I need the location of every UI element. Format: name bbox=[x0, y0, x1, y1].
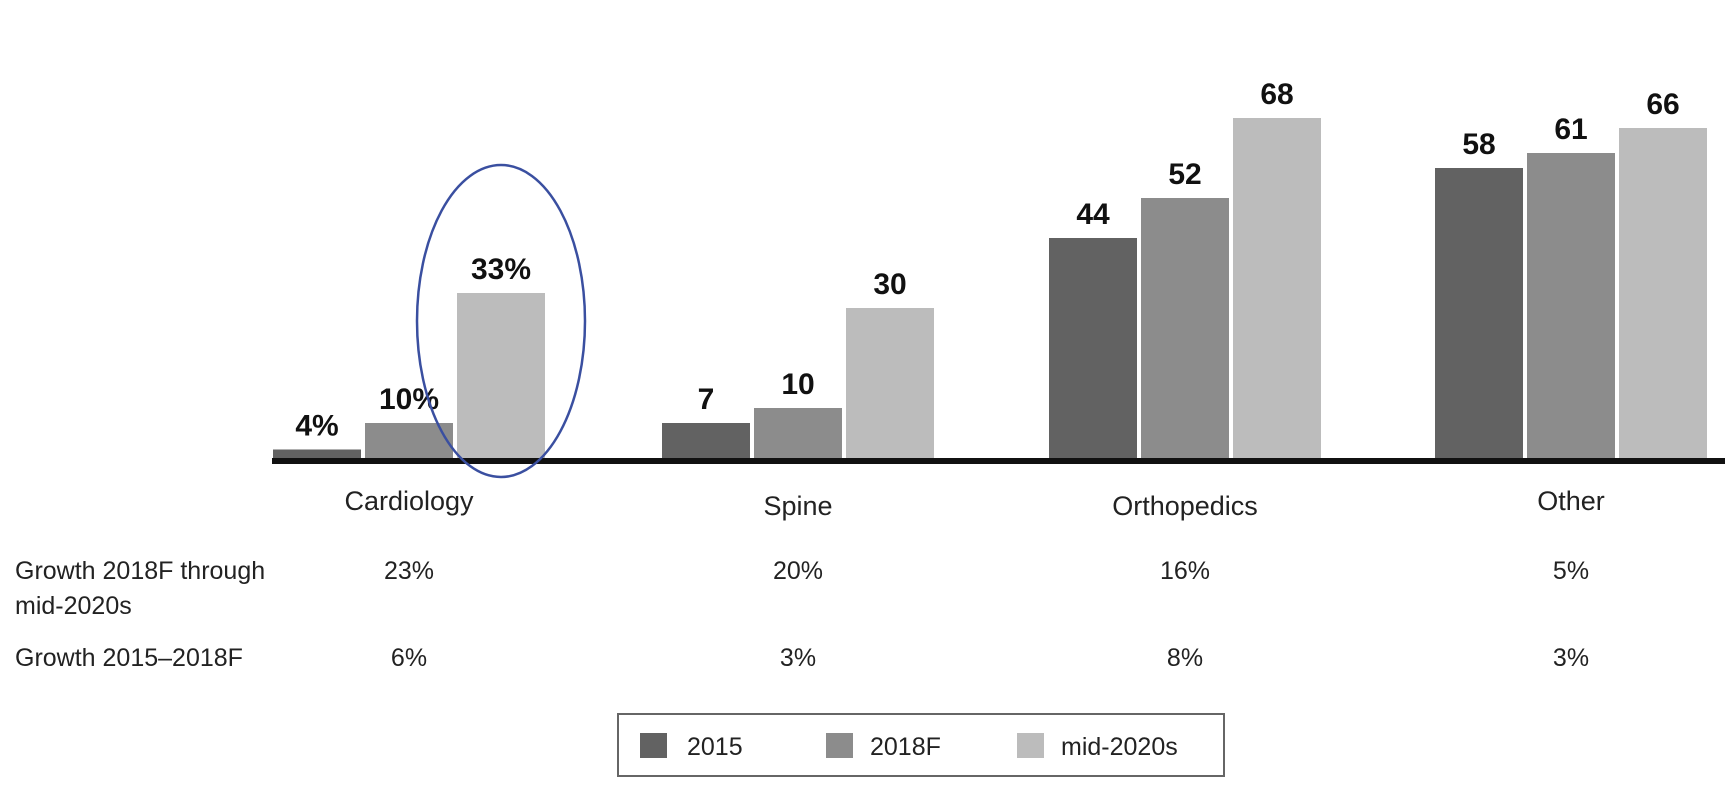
bar-spine-2018f bbox=[754, 408, 842, 458]
bar-spine-mid-2020s bbox=[846, 308, 934, 458]
legend-label-2018f: 2018F bbox=[870, 733, 941, 761]
bar-other-2015 bbox=[1435, 168, 1523, 458]
bars-layer bbox=[273, 118, 1707, 458]
growth-row-1-value-cardiology: 23% bbox=[384, 557, 434, 585]
growth-row-2-value-orthopedics: 8% bbox=[1167, 644, 1203, 672]
category-label-spine: Spine bbox=[763, 491, 832, 521]
growth-row-2-value-other: 3% bbox=[1553, 644, 1589, 672]
value-labels-layer: 4% 10% 33% 7 10 30 44 52 68 58 61 66 bbox=[295, 78, 1679, 443]
value-label-spine-2018f: 10 bbox=[781, 368, 814, 401]
growth-row-1-value-other: 5% bbox=[1553, 557, 1589, 585]
growth-row-1-label-line-1: Growth 2018F through bbox=[15, 557, 265, 585]
value-label-orthopedics-2018f: 52 bbox=[1168, 158, 1201, 191]
bar-spine-2015 bbox=[662, 423, 750, 458]
legend-swatch-2018f bbox=[826, 733, 853, 758]
value-label-other-2015: 58 bbox=[1462, 128, 1495, 161]
legend-label-mid-2020s: mid-2020s bbox=[1061, 733, 1178, 761]
category-label-cardiology: Cardiology bbox=[344, 486, 474, 516]
growth-row-1-label-line-2: mid-2020s bbox=[15, 592, 132, 620]
bar-orthopedics-2015 bbox=[1049, 238, 1137, 458]
category-labels-layer: Cardiology Spine Orthopedics Other bbox=[344, 486, 1604, 521]
legend-box bbox=[617, 713, 1225, 777]
category-label-other: Other bbox=[1537, 486, 1605, 516]
value-label-orthopedics-2015: 44 bbox=[1076, 198, 1110, 231]
growth-row-2-label-line-1: Growth 2015–2018F bbox=[15, 644, 243, 672]
value-label-other-2018f: 61 bbox=[1554, 113, 1587, 146]
legend: 2015 2018F mid-2020s bbox=[617, 713, 1225, 777]
value-label-other-mid-2020s: 66 bbox=[1646, 88, 1679, 121]
highlight-layer bbox=[415, 163, 587, 479]
growth-row-1-value-orthopedics: 16% bbox=[1160, 557, 1210, 585]
bar-cardiology-2015 bbox=[273, 449, 361, 458]
value-label-cardiology-2018f: 10% bbox=[379, 383, 439, 416]
growth-row-2-value-spine: 3% bbox=[780, 644, 816, 672]
value-label-spine-2015: 7 bbox=[698, 383, 715, 416]
bar-orthopedics-mid-2020s bbox=[1233, 118, 1321, 458]
legend-swatch-mid-2020s bbox=[1017, 733, 1044, 758]
legend-swatch-2015 bbox=[640, 733, 667, 758]
bar-cardiology-mid-2020s bbox=[457, 293, 545, 458]
highlight-ellipse bbox=[415, 163, 587, 479]
value-label-spine-mid-2020s: 30 bbox=[873, 268, 906, 301]
bar-other-2018f bbox=[1527, 153, 1615, 458]
growth-row-2-value-cardiology: 6% bbox=[391, 644, 427, 672]
growth-table: Growth 2018F through mid-2020s 23% 20% 16% 5%… bbox=[15, 557, 1589, 672]
growth-row-1-value-spine: 20% bbox=[773, 557, 823, 585]
value-label-cardiology-2015: 4% bbox=[295, 410, 338, 443]
bar-cardiology-2018f bbox=[365, 423, 453, 458]
bar-other-mid-2020s bbox=[1619, 128, 1707, 458]
legend-label-2015: 2015 bbox=[687, 733, 743, 761]
value-label-orthopedics-mid-2020s: 68 bbox=[1260, 78, 1293, 111]
bar-orthopedics-2018f bbox=[1141, 198, 1229, 458]
value-label-cardiology-mid-2020s: 33% bbox=[471, 253, 531, 286]
category-label-orthopedics: Orthopedics bbox=[1112, 491, 1258, 521]
